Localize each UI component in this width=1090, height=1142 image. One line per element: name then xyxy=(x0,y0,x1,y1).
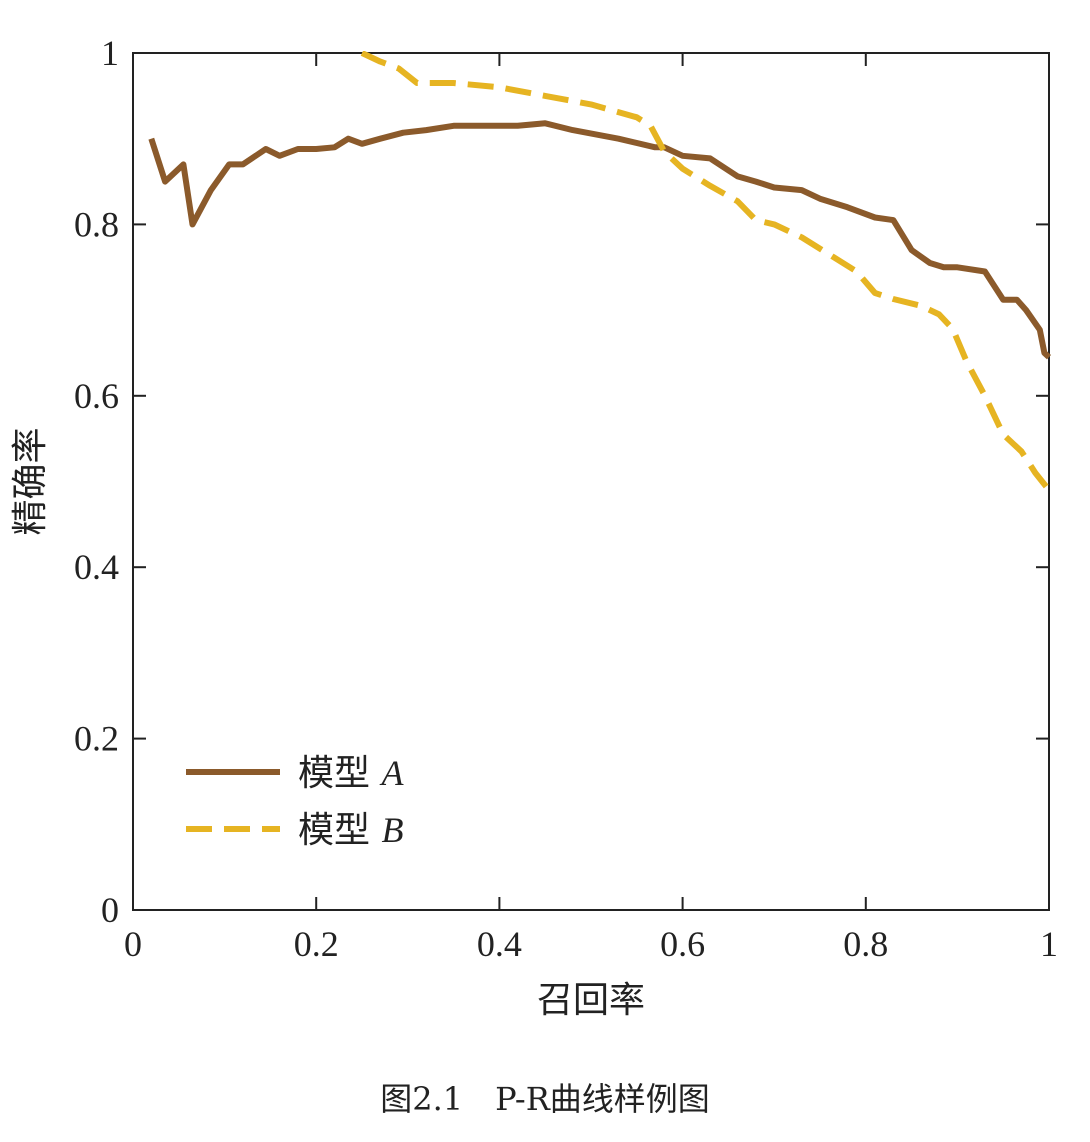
y-tick-label: 0 xyxy=(101,890,119,930)
figure-caption: 图2.1 P-R曲线样例图 xyxy=(380,1080,710,1118)
legend-label-b: 模型 B xyxy=(298,810,403,851)
x-axis-title: 召回率 xyxy=(537,980,645,1021)
y-tick-label: 0.6 xyxy=(74,376,119,416)
x-tick-label: 1 xyxy=(1040,924,1058,964)
legend-label-a: 模型 A xyxy=(298,753,404,794)
legend-label-suffix: A xyxy=(379,753,404,793)
legend-label-prefix: 模型 xyxy=(298,810,381,851)
x-tick-label: 0.2 xyxy=(294,924,339,964)
x-tick-label: 0.8 xyxy=(843,924,888,964)
series-line-b xyxy=(360,51,1051,492)
plot-frame xyxy=(132,52,1050,911)
series-line-a xyxy=(148,120,1051,360)
x-tick-label: 0.6 xyxy=(660,924,705,964)
x-tick-label: 0.4 xyxy=(477,924,522,964)
legend-label-prefix: 模型 xyxy=(298,753,381,794)
y-tick-label: 0.8 xyxy=(74,204,119,244)
legend: 模型 A模型 B xyxy=(186,753,404,851)
legend-label-suffix: B xyxy=(381,810,403,850)
y-tick-label: 0.4 xyxy=(74,547,119,587)
y-tick-label: 0.2 xyxy=(74,719,119,759)
y-tick-label: 1 xyxy=(101,33,119,73)
x-tick-label: 0 xyxy=(124,924,142,964)
plot-area: 0 0.2 0.4 0.6 0.8 1 0 0.2 0.4 0.6 0.8 1 召回率 精确率 xyxy=(10,33,1058,1021)
y-axis-title: 精确率 xyxy=(10,427,51,535)
